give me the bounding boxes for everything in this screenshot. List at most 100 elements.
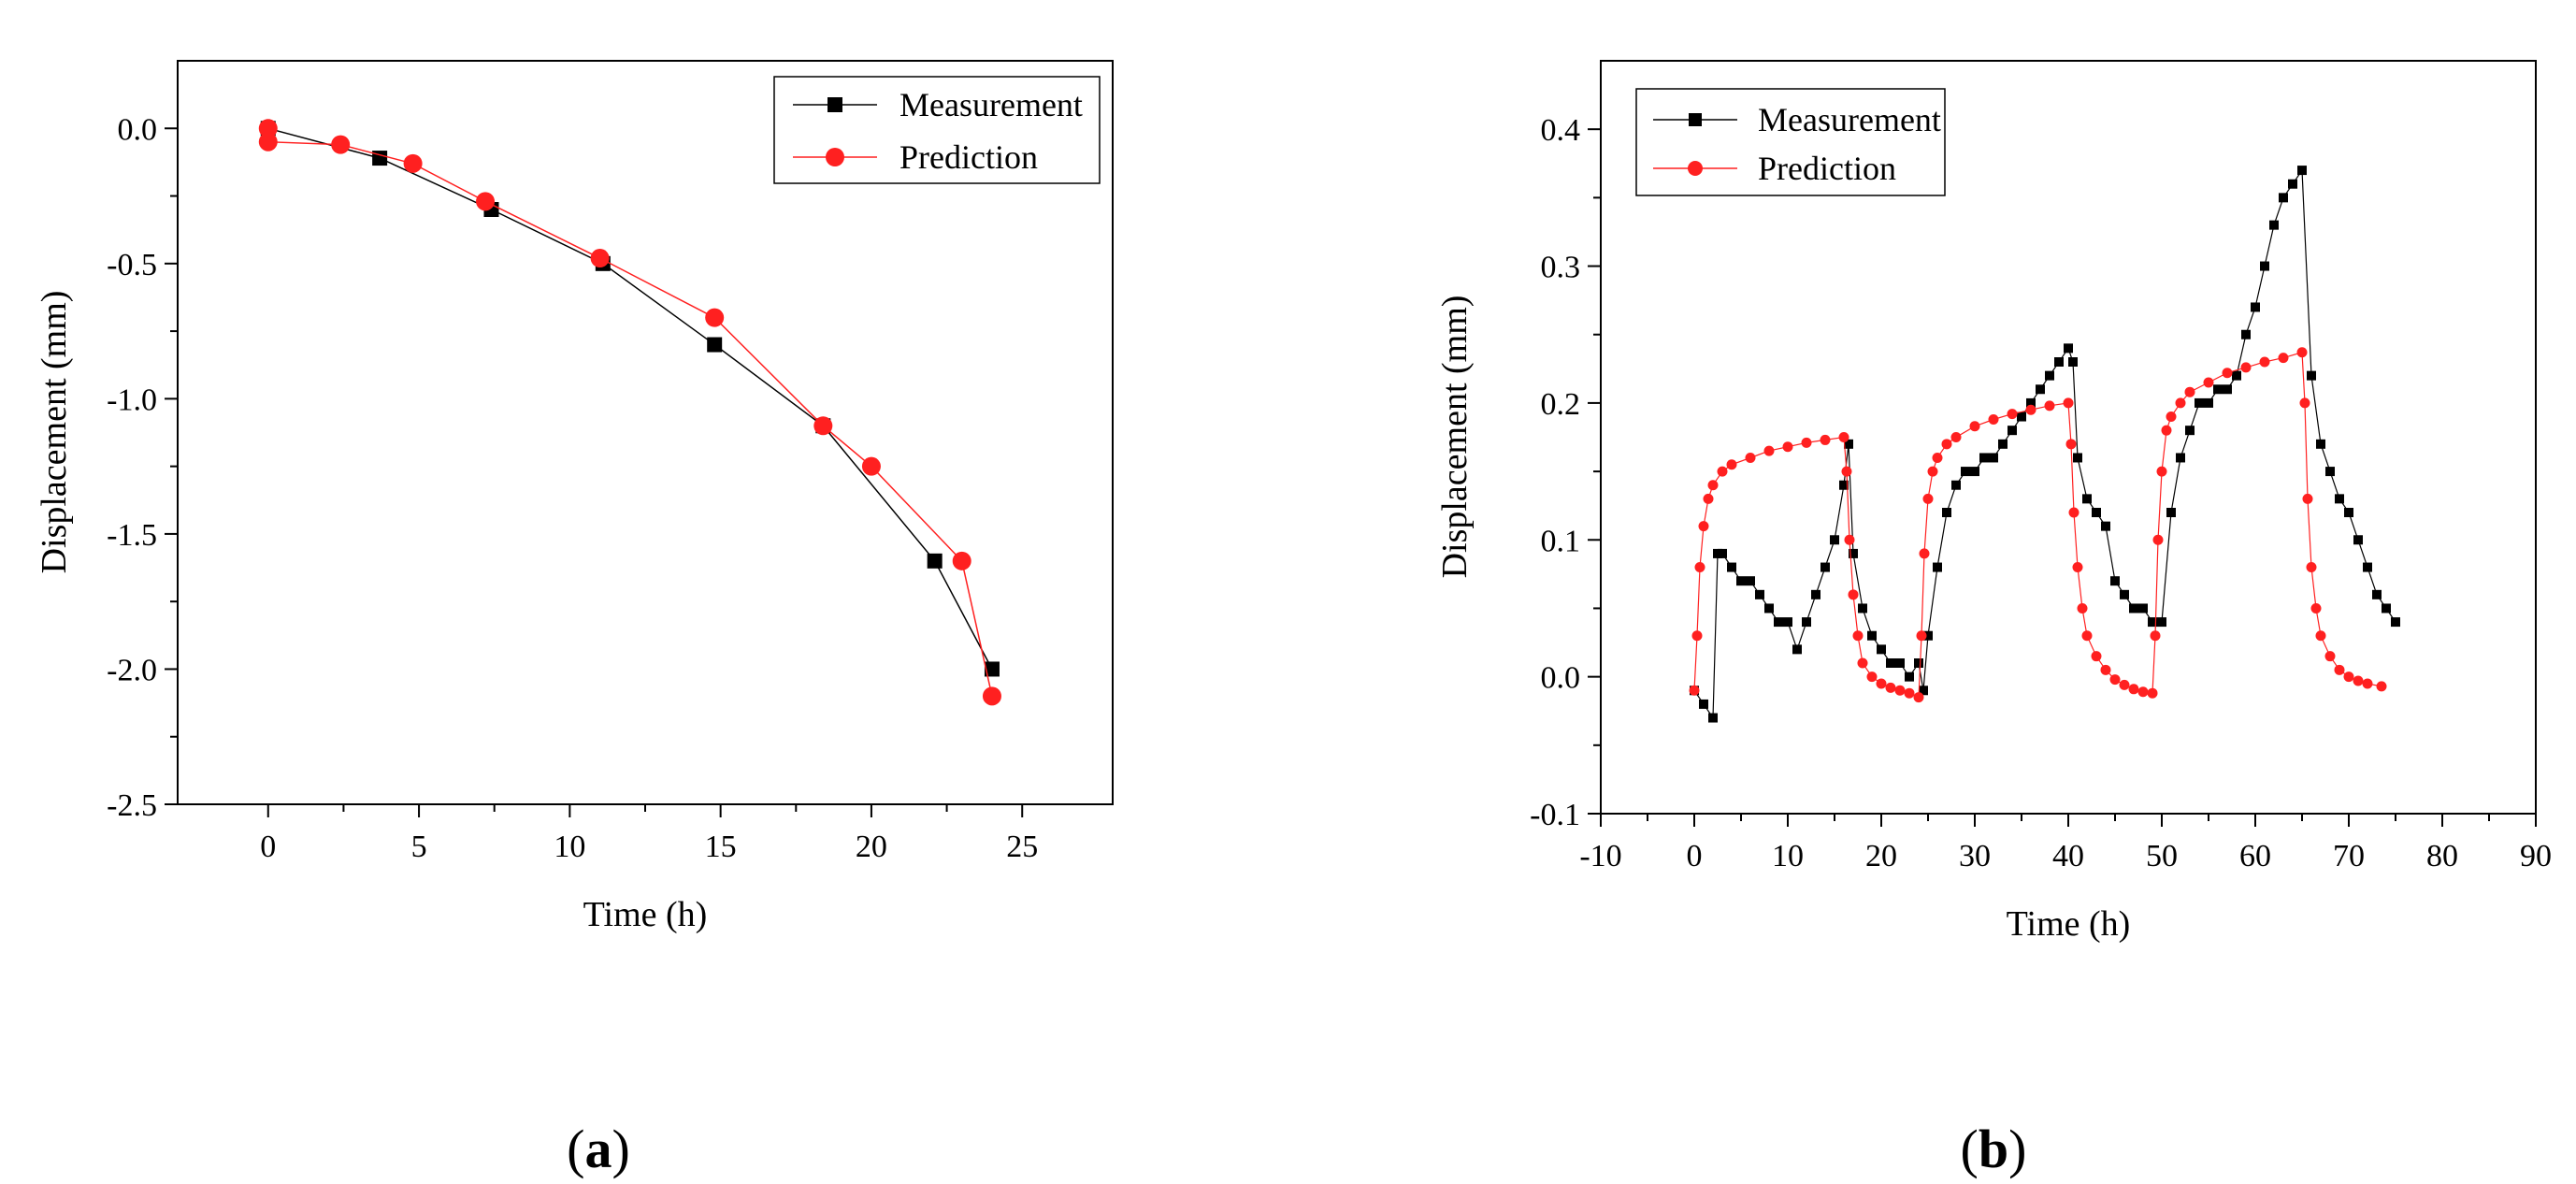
legend-measurement-label-a: Measurement: [899, 86, 1083, 123]
prediction-point: [2324, 651, 2336, 662]
y-axis-title-b: Displacement (mm): [1435, 296, 1475, 579]
y-tick-label: -1.0: [107, 383, 157, 417]
prediction-point: [1763, 445, 1775, 456]
y-tick-label: -2.5: [107, 788, 157, 823]
y-tick-label: 0.4: [1541, 113, 1581, 148]
measurement-point: [2297, 166, 2307, 176]
prediction-point: [2166, 412, 2177, 423]
measurement-point: [1970, 467, 1979, 477]
measurement-point: [2251, 302, 2260, 312]
measurement-point: [1998, 439, 2008, 449]
x-tick-label: 20: [1865, 839, 1897, 874]
measurement-point: [1961, 467, 1970, 477]
measurement-point: [2008, 426, 2017, 436]
series-measurement: [1690, 166, 2400, 723]
measurement-point: [2316, 439, 2325, 449]
measurement-point: [2068, 357, 2078, 367]
measurement-point: [1699, 699, 1708, 709]
measurement-point: [1736, 576, 1746, 586]
measurement-point: [2185, 426, 2195, 436]
measurement-point: [2138, 603, 2148, 614]
series-group-b: [1689, 166, 2400, 723]
prediction-point: [1932, 452, 1943, 463]
measurement-point: [2082, 494, 2092, 504]
legend-prediction-marker-a: [826, 148, 844, 166]
series-line-prediction: [267, 128, 993, 697]
prediction-point: [2063, 397, 2074, 409]
prediction-point: [1988, 413, 1999, 425]
measurement-point: [2335, 494, 2344, 504]
prediction-point: [2310, 602, 2322, 614]
y-tick-label: 0.0: [1541, 661, 1581, 696]
prediction-point: [2306, 562, 2317, 573]
measurement-point: [2288, 179, 2297, 189]
prediction-point: [1927, 466, 1938, 477]
prediction-point: [258, 132, 278, 152]
prediction-point: [1694, 562, 1705, 573]
prediction-point: [1857, 657, 1868, 669]
prediction-point: [2161, 425, 2172, 436]
prediction-point: [2065, 439, 2077, 450]
legend-measurement-marker-b: [1689, 113, 1702, 126]
prediction-point: [2109, 674, 2121, 686]
chart-panel-b: -10 0 10 20 30 40 50 60 70 80 90 -0.1 0.0 0.1 0.2 0.3 0.…: [1435, 60, 2552, 1179]
prediction-point: [1782, 441, 1793, 453]
legend-b: Measurement Prediction: [1635, 88, 1946, 196]
measurement-point: [2363, 562, 2372, 572]
prediction-point: [1866, 671, 1878, 683]
measurement-point: [1774, 617, 1783, 628]
prediction-point: [1885, 682, 1896, 693]
legend-measurement-label-b: Measurement: [1758, 101, 1941, 138]
measurement-point: [2045, 370, 2054, 381]
prediction-point: [813, 416, 833, 436]
measurement-point: [1867, 630, 1877, 641]
prediction-point: [2222, 368, 2233, 379]
measurement-point: [1802, 617, 1811, 628]
axis-ticks-b: -10 0 10 20 30 40 50 60 70 80 90 -0.1 0.0 0.1 0.2 0.3 0.…: [1530, 113, 2552, 874]
measurement-point: [1811, 589, 1820, 599]
measurement-point: [1849, 548, 1858, 558]
legend-measurement-marker-a: [827, 97, 842, 112]
measurement-point: [1979, 453, 1989, 463]
prediction-point: [1904, 687, 1915, 699]
prediction-point: [2353, 675, 2364, 686]
x-tick-label: 0: [260, 830, 276, 864]
y-tick-label: 0.1: [1541, 524, 1581, 558]
prediction-point: [1913, 692, 1924, 703]
prediction-point: [1941, 439, 1952, 450]
measurement-point: [927, 553, 943, 569]
prediction-point: [861, 456, 881, 476]
measurement-point: [2382, 603, 2391, 614]
prediction-point: [2156, 466, 2167, 477]
panel-letter-a: a: [585, 1119, 612, 1179]
prediction-point: [2296, 347, 2308, 358]
prediction-point: [331, 135, 351, 154]
prediction-point: [2072, 562, 2083, 573]
measurement-point: [2344, 508, 2353, 517]
measurement-point: [2092, 508, 2101, 517]
x-tick-label: 5: [411, 830, 427, 864]
prediction-point: [2240, 362, 2252, 373]
measurement-point: [1792, 644, 1802, 655]
measurement-point: [2054, 357, 2064, 367]
measurement-point: [2213, 384, 2223, 395]
measurement-point: [2391, 617, 2400, 628]
prediction-point: [476, 192, 496, 211]
x-tick-label: 50: [2146, 839, 2178, 874]
prediction-point: [2184, 386, 2195, 397]
measurement-point: [1718, 548, 1727, 558]
prediction-point: [1922, 493, 1934, 504]
measurement-point: [1951, 480, 1961, 490]
prediction-point: [1919, 548, 1930, 559]
measurement-point: [2073, 453, 2082, 463]
measurement-point: [2036, 384, 2045, 395]
prediction-point: [1801, 437, 1812, 448]
x-tick-label: 30: [1959, 839, 1991, 874]
prediction-point: [2302, 493, 2313, 504]
series-prediction: [1689, 347, 2387, 703]
prediction-point: [1838, 432, 1849, 442]
prediction-point: [2128, 684, 2139, 695]
axis-ticks-a: 0 5 10 15 20 25 -2.5 -2.0 -1.5 -1.0 -0.5 0.0: [107, 112, 1038, 864]
measurement-point: [2110, 576, 2120, 586]
prediction-point: [2203, 377, 2214, 388]
